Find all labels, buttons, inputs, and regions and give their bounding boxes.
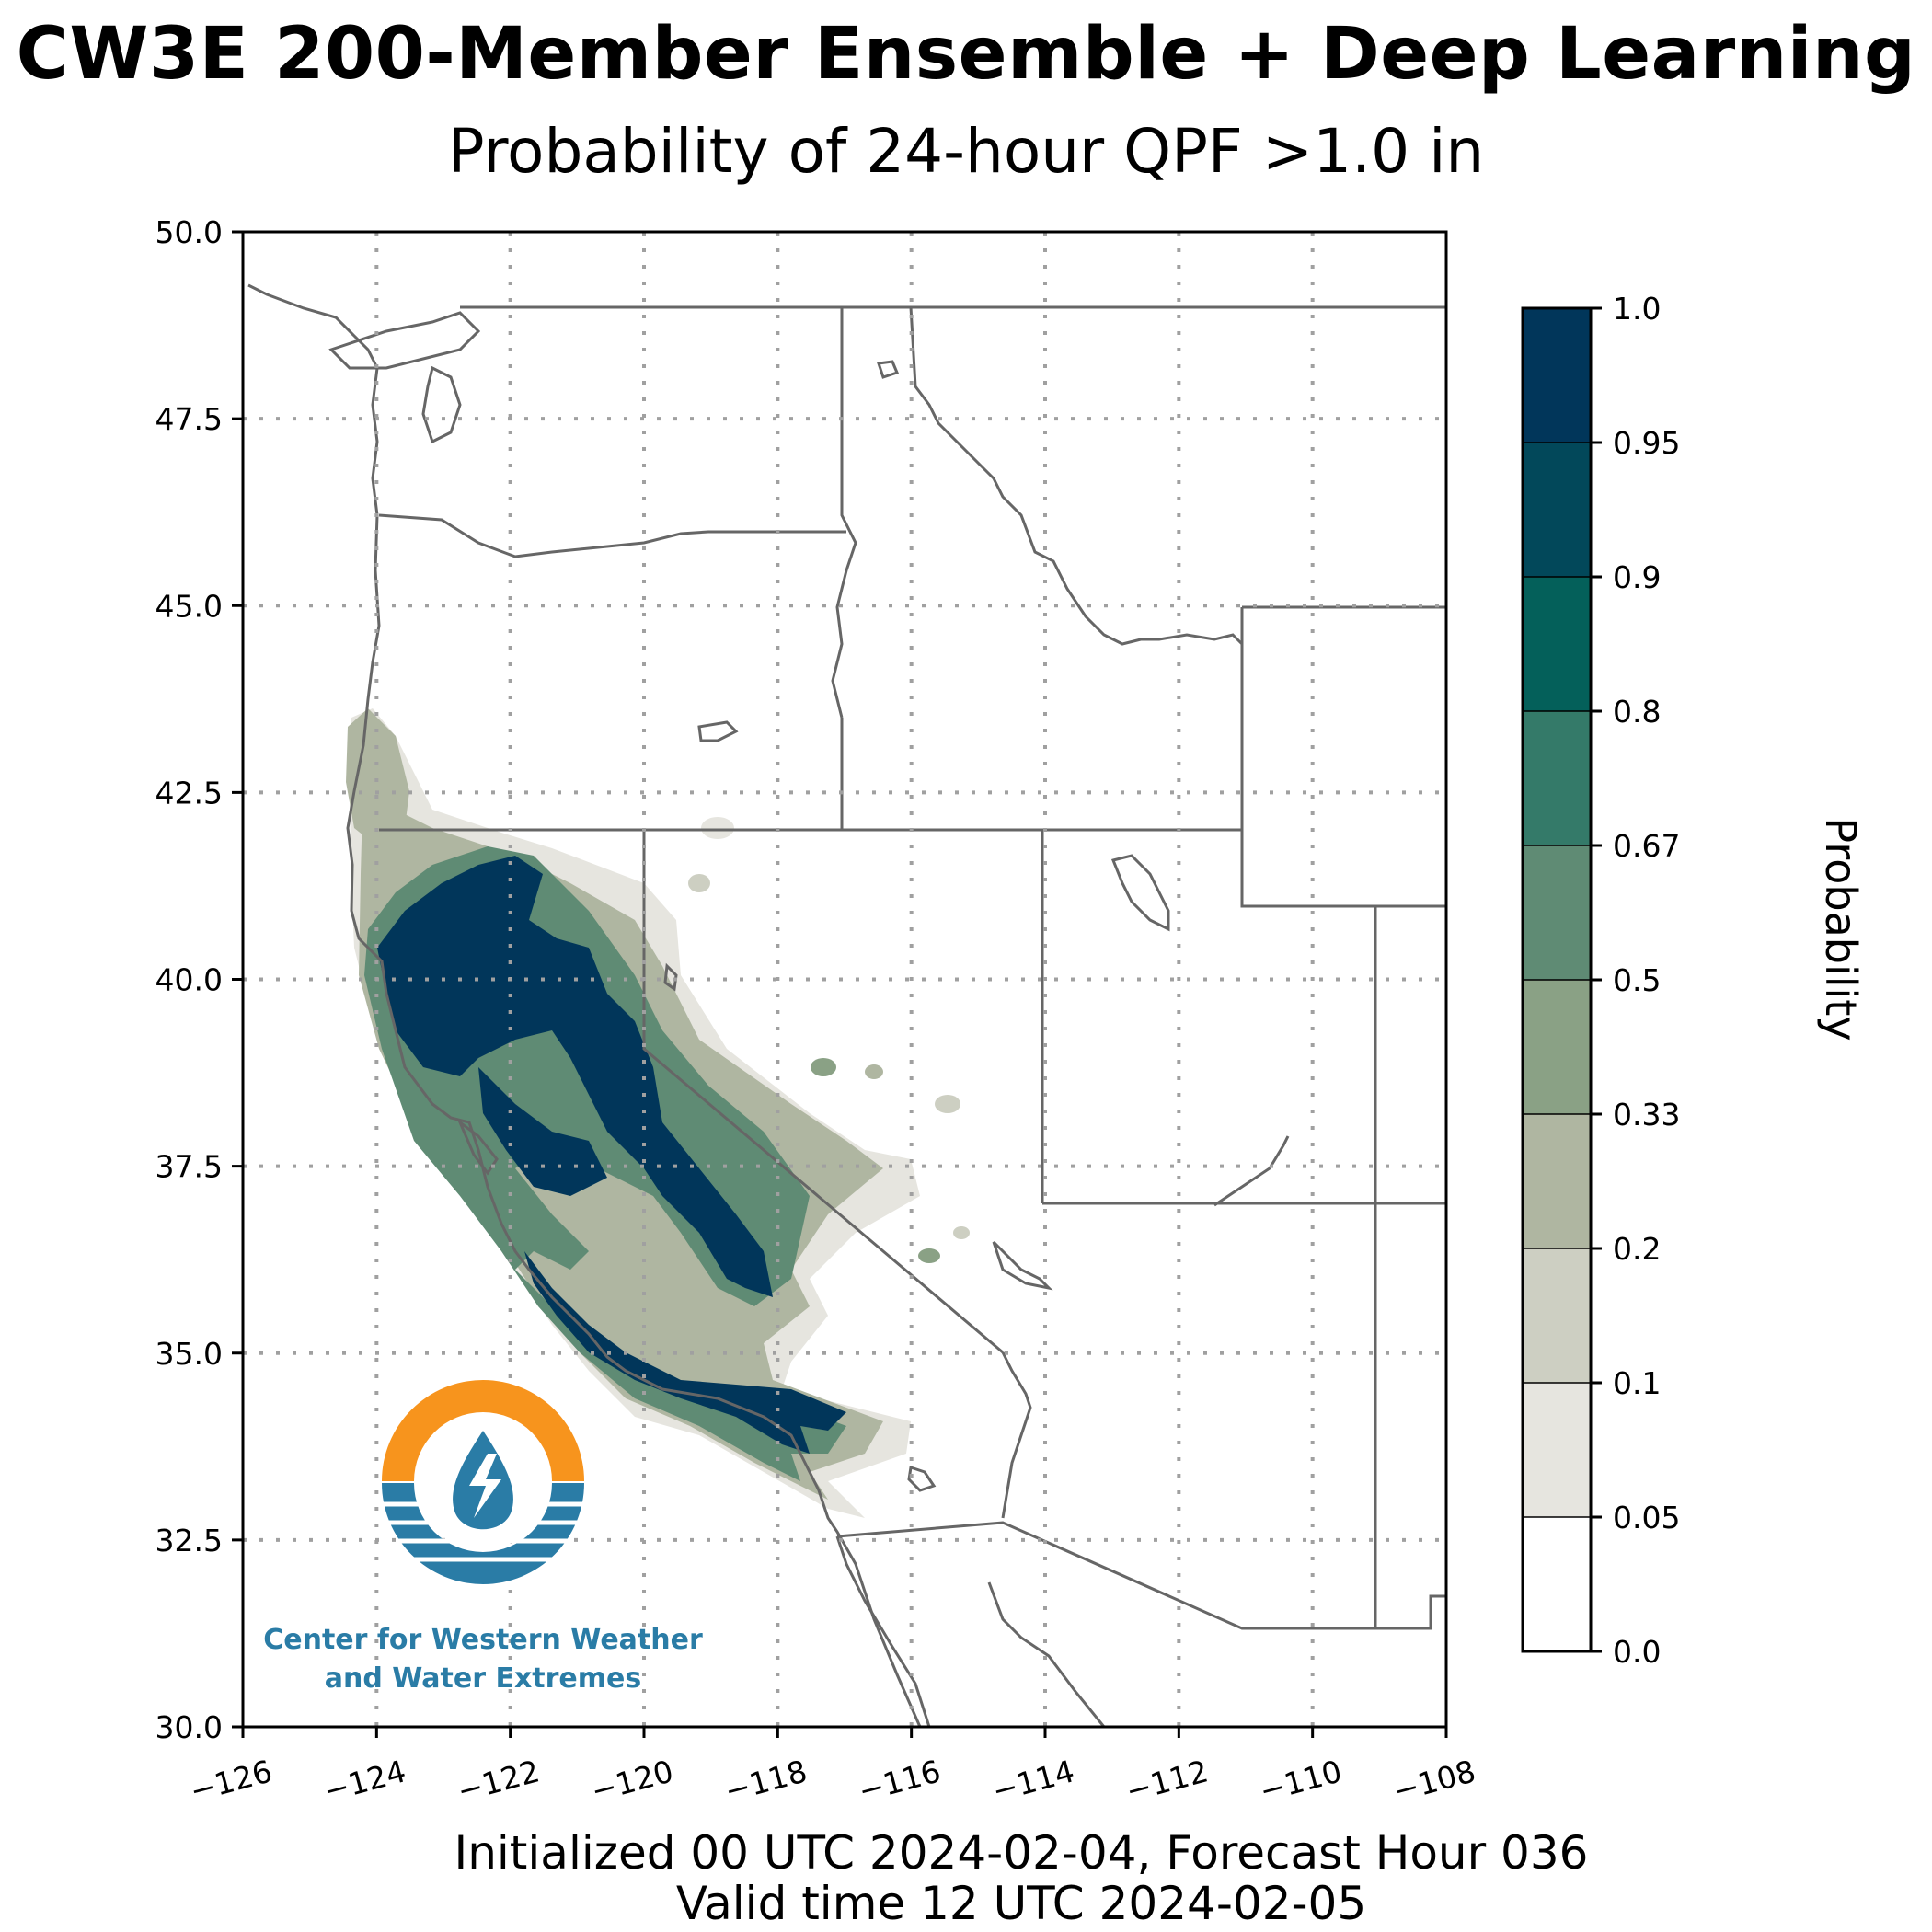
lat-tick-label: 45.0 bbox=[155, 588, 223, 624]
colorbar-segment bbox=[1523, 1383, 1591, 1517]
footer-init-time: Initialized 00 UTC 2024-02-04, Forecast … bbox=[454, 1826, 1589, 1880]
lat-tick-label: 37.5 bbox=[155, 1149, 223, 1185]
id-mt-border bbox=[909, 306, 1244, 646]
lat-tick-label: 47.5 bbox=[155, 401, 223, 437]
probability-field bbox=[346, 708, 970, 1518]
lon-tick-label: −114 bbox=[988, 1753, 1078, 1809]
figure-title: CW3E 200-Member Ensemble + Deep Learning bbox=[16, 13, 1916, 96]
wa-or-border bbox=[378, 513, 846, 558]
mexico-border bbox=[836, 1521, 1446, 1630]
wa-id-border bbox=[831, 307, 857, 719]
colorbar-tick-label: 0.95 bbox=[1613, 425, 1680, 461]
prob-band-oregon-coast bbox=[346, 708, 409, 846]
lon-tick-label: −110 bbox=[1256, 1753, 1346, 1809]
colorbar-segment bbox=[1523, 443, 1591, 577]
idaho-lake bbox=[877, 360, 900, 379]
prob-spot-nevada-7 bbox=[688, 874, 710, 892]
lake-powell bbox=[1213, 1135, 1290, 1207]
lat-tick-label: 40.0 bbox=[155, 962, 223, 998]
coastline-west bbox=[247, 283, 922, 1727]
baja-coast bbox=[835, 1535, 931, 1727]
logo-text-line1: Center for Western Weather bbox=[263, 1624, 703, 1656]
lat-tick-label: 32.5 bbox=[155, 1523, 223, 1558]
lat-tick-label: 50.0 bbox=[155, 214, 223, 250]
lon-tick-label: −112 bbox=[1122, 1753, 1213, 1809]
vancouver-island bbox=[328, 311, 481, 370]
gulf-coast bbox=[987, 1581, 1106, 1727]
lon-tick-label: −126 bbox=[186, 1753, 276, 1809]
ca-az-border bbox=[1001, 1351, 1032, 1519]
lon-tick-label: −118 bbox=[721, 1753, 811, 1809]
colorbar-tick-label: 0.5 bbox=[1613, 962, 1661, 998]
figure-subtitle: Probability of 24-hour QPF >1.0 in bbox=[447, 116, 1485, 187]
lat-axis: 30.0 32.5 35.0 37.5 40.0 42.5 45.0 47.5 50.0 bbox=[155, 214, 243, 1745]
colorbar-tick-label: 1.0 bbox=[1613, 291, 1661, 327]
prob-spot-nevada-3 bbox=[935, 1095, 960, 1113]
colorbar-segment bbox=[1523, 845, 1591, 980]
colorbar-tick-label: 0.05 bbox=[1613, 1500, 1680, 1535]
colorbar-tick-label: 0.0 bbox=[1613, 1634, 1661, 1670]
lon-tick-label: −120 bbox=[587, 1753, 677, 1809]
colorbar-segment bbox=[1523, 1114, 1591, 1248]
colorbar-segment bbox=[1523, 308, 1591, 443]
wy-border-west bbox=[1240, 607, 1446, 908]
lightning-icon bbox=[469, 1454, 501, 1518]
colorbar-tick-label: 0.1 bbox=[1613, 1365, 1661, 1401]
prob-spot-nevada-1 bbox=[811, 1058, 836, 1076]
colorbar: 0.0 0.05 0.1 0.2 0.33 0.5 0.67 0.8 0.9 0.95 1.0 bbox=[1521, 291, 1680, 1670]
colorbar-tick-label: 0.2 bbox=[1613, 1231, 1661, 1267]
lon-tick-label: −124 bbox=[320, 1753, 410, 1809]
lon-axis: −126 −124 −122 −120 −118 −116 −114 −112 −110 −108 bbox=[186, 1727, 1479, 1809]
colorbar-segment bbox=[1523, 711, 1591, 845]
lon-tick-label: −116 bbox=[855, 1753, 945, 1809]
lat-tick-label: 35.0 bbox=[155, 1336, 223, 1372]
great-salt-lake bbox=[1110, 854, 1170, 932]
prob-spot-nevada-5 bbox=[953, 1226, 970, 1239]
colorbar-tick-label: 0.8 bbox=[1613, 694, 1661, 730]
colorbar-segment bbox=[1523, 1517, 1591, 1651]
puget-sound bbox=[421, 365, 462, 444]
lon-tick-label: −122 bbox=[454, 1753, 544, 1809]
lat-tick-label: 42.5 bbox=[155, 775, 223, 811]
lake-tahoe bbox=[663, 962, 678, 992]
prob-spot-nevada-4 bbox=[918, 1248, 940, 1263]
prob-spot-nevada-6 bbox=[701, 817, 734, 839]
prob-band-max-south bbox=[524, 1251, 846, 1454]
colorbar-tick-label: 0.67 bbox=[1613, 828, 1680, 864]
prob-band-max-central bbox=[478, 1067, 607, 1196]
logo-text-line2: and Water Extremes bbox=[325, 1662, 642, 1695]
oregon-lake bbox=[697, 720, 739, 742]
colorbar-tick-label: 0.33 bbox=[1613, 1097, 1680, 1133]
prob-spot-nevada-2 bbox=[865, 1064, 883, 1079]
colorbar-segment bbox=[1523, 577, 1591, 711]
lat-tick-label: 30.0 bbox=[155, 1709, 223, 1745]
colorbar-label: Probability bbox=[1816, 817, 1866, 1041]
colorbar-frame bbox=[1521, 306, 1593, 1653]
logo-orange-arc bbox=[382, 1380, 584, 1481]
colorbar-tick-label: 0.9 bbox=[1613, 559, 1661, 595]
footer-valid-time: Valid time 12 UTC 2024-02-05 bbox=[675, 1877, 1367, 1930]
lake-mead bbox=[992, 1240, 1053, 1291]
colorbar-segment bbox=[1523, 1248, 1591, 1383]
ca-nv-border bbox=[642, 830, 1004, 1354]
boundaries bbox=[247, 283, 1446, 1727]
prob-band-max bbox=[377, 856, 773, 1297]
salton-sea bbox=[907, 1466, 937, 1492]
cw3e-logo: Center for Western Weather and Water Ext… bbox=[263, 1380, 703, 1695]
colorbar-segment bbox=[1523, 980, 1591, 1114]
lon-tick-label: −108 bbox=[1389, 1753, 1479, 1809]
